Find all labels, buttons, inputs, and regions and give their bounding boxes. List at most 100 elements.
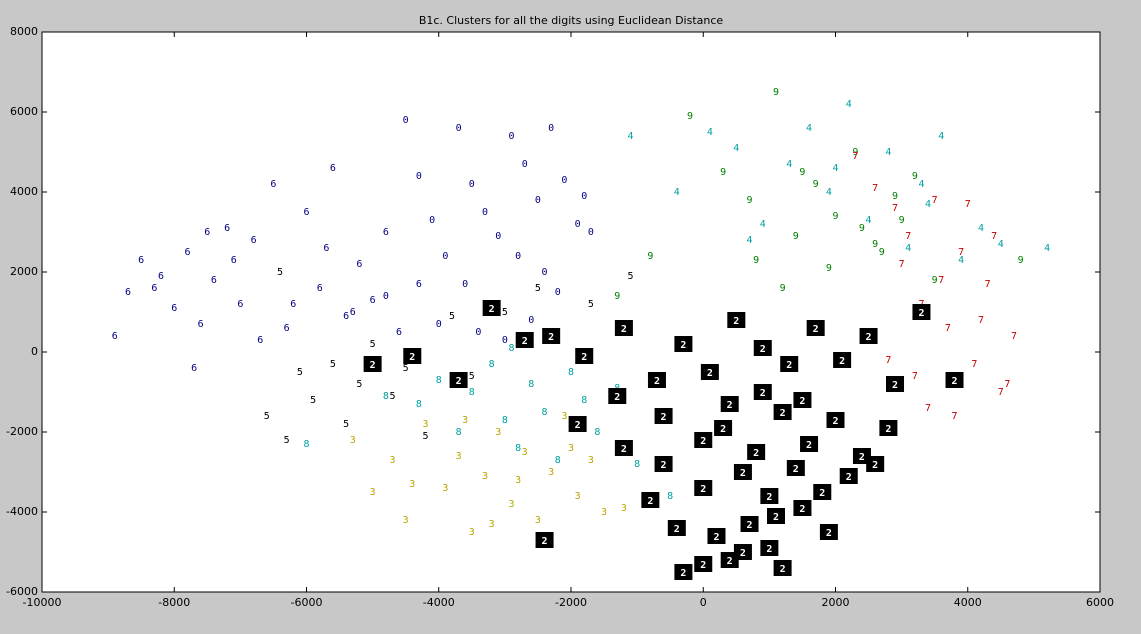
digit-marker: 8 — [667, 491, 673, 502]
digit-marker: 4 — [885, 147, 891, 158]
digit-marker: 2 — [773, 512, 779, 523]
digit-marker: 2 — [707, 368, 713, 379]
digit-marker: 3 — [370, 487, 376, 498]
digit-marker: 3 — [588, 455, 594, 466]
digit-marker: 5 — [423, 431, 429, 442]
digit-marker: 0 — [555, 287, 561, 298]
digit-marker: 7 — [991, 231, 997, 242]
digit-marker: 5 — [343, 419, 349, 430]
digit-marker: 2 — [661, 412, 667, 423]
digit-marker: 2 — [760, 344, 766, 355]
digit-marker: 2 — [575, 420, 581, 431]
digit-marker: 8 — [594, 427, 600, 438]
digit-image — [753, 384, 772, 400]
digit-marker: 0 — [436, 319, 442, 330]
digit-marker: 6 — [112, 331, 118, 342]
digit-marker: 2 — [859, 452, 865, 463]
digit-marker: 7 — [885, 355, 891, 366]
digit-marker: 2 — [581, 352, 587, 363]
digit-marker: 5 — [277, 267, 283, 278]
digit-marker: 3 — [403, 515, 409, 526]
digit-marker: 5 — [449, 311, 455, 322]
digit-marker: 9 — [1018, 255, 1024, 266]
digit-marker: 4 — [958, 255, 964, 266]
digit-marker: 6 — [290, 299, 296, 310]
digit-marker: 9 — [720, 167, 726, 178]
digit-marker: 4 — [826, 187, 832, 198]
digit-marker: 6 — [171, 303, 177, 314]
digit-marker: 3 — [548, 467, 554, 478]
digit-image — [575, 348, 594, 364]
digit-marker: 0 — [581, 191, 587, 202]
digit-marker: 5 — [310, 395, 316, 406]
digit-marker: 0 — [442, 251, 448, 262]
digit-marker: 6 — [138, 255, 144, 266]
digit-marker: 2 — [621, 444, 627, 455]
digit-image — [482, 300, 501, 316]
digit-marker: 6 — [125, 287, 131, 298]
digit-marker: 2 — [819, 488, 825, 499]
digit-image — [866, 456, 885, 472]
digit-marker: 9 — [780, 283, 786, 294]
digit-marker: 7 — [938, 275, 944, 286]
digit-marker: 4 — [938, 131, 944, 142]
digit-marker: 9 — [932, 275, 938, 286]
digit-marker: 2 — [680, 568, 686, 579]
digit-marker: 5 — [535, 283, 541, 294]
digit-image — [786, 460, 805, 476]
digit-marker: 6 — [416, 279, 422, 290]
digit-marker: 3 — [423, 419, 429, 430]
digit-marker: 2 — [720, 424, 726, 435]
y-tick-label: 4000 — [10, 185, 38, 198]
digit-marker: 2 — [727, 400, 733, 411]
digit-marker: 7 — [1004, 379, 1010, 390]
digit-marker: 9 — [912, 171, 918, 182]
digit-marker: 0 — [469, 179, 475, 190]
digit-marker: 6 — [317, 283, 323, 294]
digit-marker: 6 — [396, 327, 402, 338]
digit-marker: 3 — [462, 415, 468, 426]
x-tick-label: 6000 — [1086, 596, 1114, 609]
digit-marker: 6 — [198, 319, 204, 330]
x-tick-label: -6000 — [291, 596, 323, 609]
digit-image — [614, 320, 633, 336]
digit-marker: 2 — [839, 356, 845, 367]
digit-marker: 5 — [403, 363, 409, 374]
digit-marker: 0 — [475, 327, 481, 338]
digit-image — [363, 356, 382, 372]
y-tick-label: -4000 — [6, 505, 38, 518]
x-tick-label: -2000 — [555, 596, 587, 609]
x-tick-label: 4000 — [954, 596, 982, 609]
digit-marker: 9 — [647, 251, 653, 262]
digit-marker: 5 — [330, 359, 336, 370]
y-tick-label: 0 — [31, 345, 38, 358]
digit-marker: 4 — [747, 235, 753, 246]
digit-marker: 3 — [495, 427, 501, 438]
digit-marker: 3 — [442, 483, 448, 494]
digit-marker: 9 — [892, 191, 898, 202]
digit-image — [733, 464, 752, 480]
digit-image — [694, 480, 713, 496]
digit-marker: 4 — [674, 187, 680, 198]
digit-image — [760, 540, 779, 556]
digit-marker: 2 — [614, 392, 620, 403]
digit-image — [740, 516, 759, 532]
plot-area — [41, 31, 1101, 593]
digit-marker: 0 — [482, 207, 488, 218]
digit-marker: 4 — [1044, 243, 1050, 254]
digit-marker: 3 — [482, 471, 488, 482]
digit-marker: 3 — [522, 447, 528, 458]
digit-marker: 6 — [270, 179, 276, 190]
digit-marker: 2 — [409, 352, 415, 363]
digit-marker: 3 — [575, 491, 581, 502]
digit-marker: 4 — [925, 199, 931, 210]
digit-marker: 2 — [747, 520, 753, 531]
digit-marker: 2 — [733, 316, 739, 327]
digit-marker: 7 — [872, 183, 878, 194]
digit-marker: 2 — [700, 560, 706, 571]
digit-marker: 0 — [548, 123, 554, 134]
digit-marker: 4 — [832, 163, 838, 174]
digit-marker: 5 — [627, 271, 633, 282]
digit-marker: 2 — [680, 340, 686, 351]
digit-image — [760, 488, 779, 504]
